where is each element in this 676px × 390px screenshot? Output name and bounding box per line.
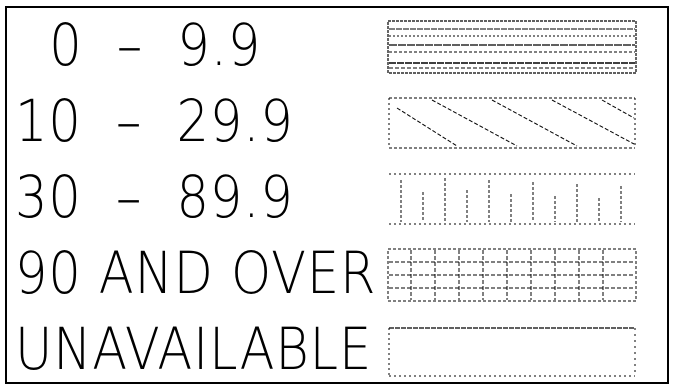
legend-row: 0 – 9.9 [7, 8, 667, 84]
grid-pattern-icon [387, 248, 637, 302]
horizontal-lines-icon [387, 20, 637, 74]
legend-label: 10 – 29.9 [15, 87, 294, 155]
legend-row: 30 – 89.9 [7, 160, 667, 236]
legend-label: UNAVAILABLE [15, 315, 373, 383]
vertical-stripes-icon [389, 173, 635, 225]
legend-label: 90 AND OVER [15, 239, 377, 307]
legend-box: 0 – 9.9 10 – 29.9 30 – 89.9 [5, 6, 669, 384]
legend-row: 90 AND OVER [7, 236, 667, 312]
legend-label: 30 – 89.9 [15, 163, 294, 231]
legend-row: UNAVAILABLE [7, 312, 667, 388]
diagonal-hatch-icon [388, 97, 636, 149]
legend-row: 10 – 29.9 [7, 84, 667, 160]
blank-pattern-icon [388, 327, 636, 377]
legend-label: 0 – 9.9 [15, 11, 262, 79]
